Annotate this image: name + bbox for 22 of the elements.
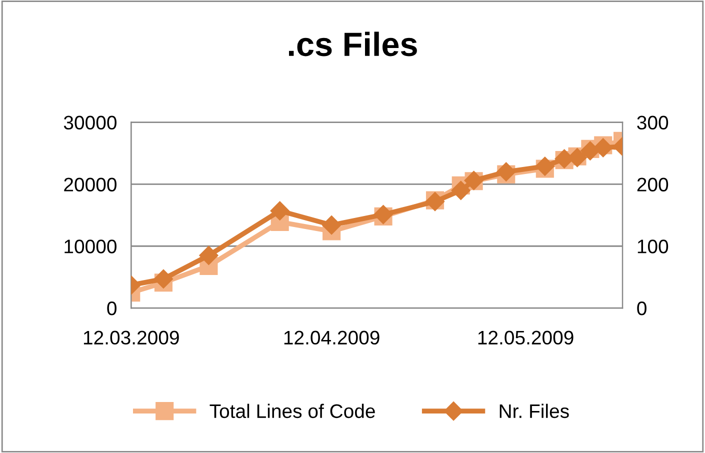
x-tick-label: 12.05.2009 [478,330,574,345]
y-tick-label: 30000 [64,116,116,130]
point [322,216,342,235]
legend-label: Total Lines of Code [210,404,375,418]
point [594,138,613,158]
y2-tick-label: 200 [637,178,668,192]
y2-tick-label: 300 [637,116,668,130]
y-tick-label: 20000 [64,178,116,192]
x-tick-label: 12.04.2009 [284,330,380,345]
point [154,269,173,288]
point [199,246,218,265]
y2-tick-label: 100 [638,240,668,254]
x-tick-label: 12.03.2009 [84,330,179,345]
chart-title: .cs Files [288,32,417,56]
y2-tick-label: 0 [637,302,646,316]
y-tick-label: 10000 [64,240,116,254]
point [496,162,516,182]
point [270,201,290,220]
point [535,156,554,176]
point [451,180,470,200]
y-tick-label: 0 [107,302,116,316]
legend-label: Nr. Files [500,404,569,418]
